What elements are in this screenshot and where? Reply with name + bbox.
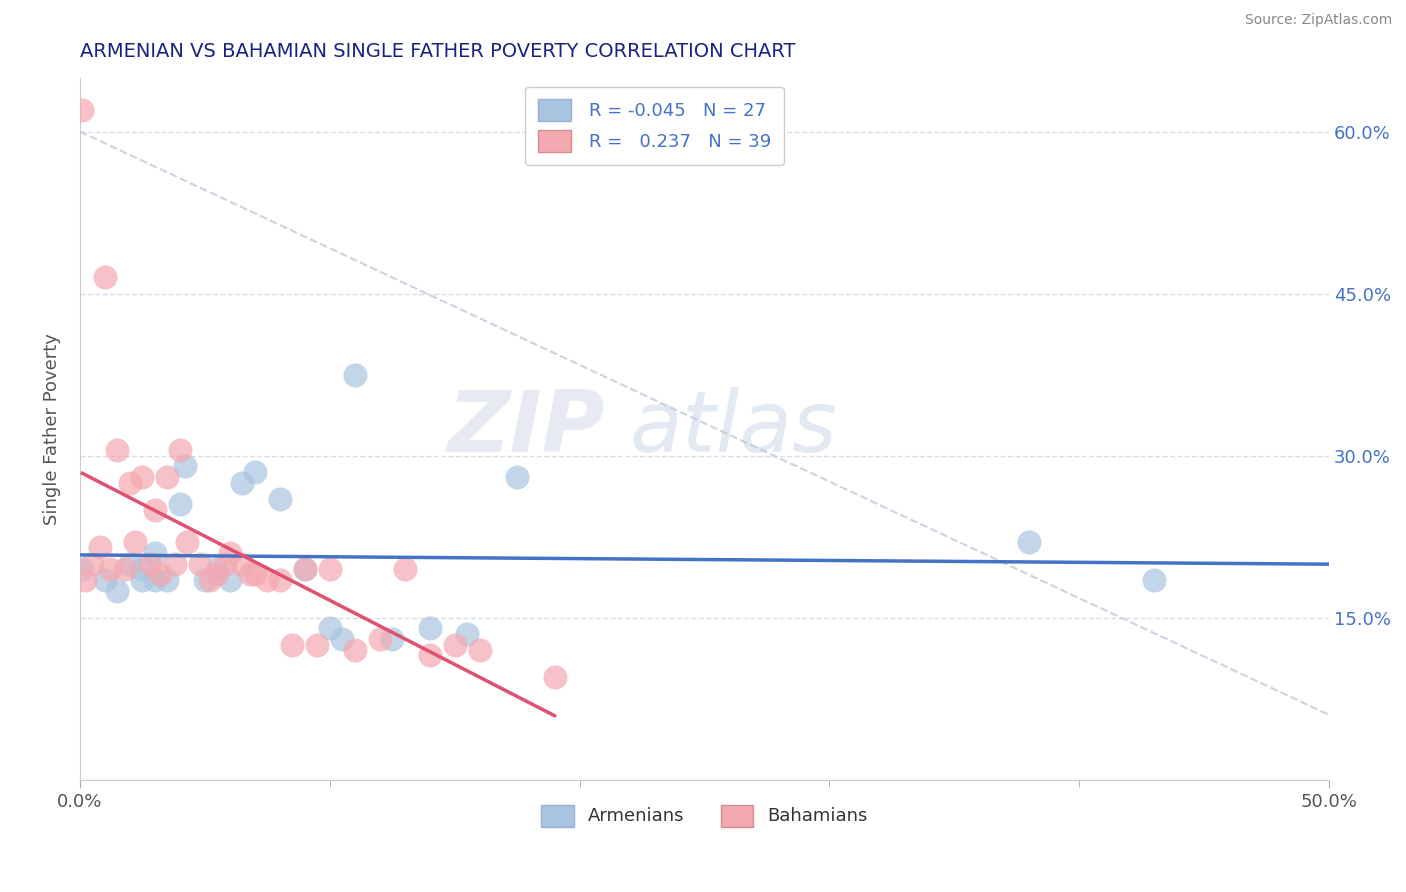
Point — [343, 368, 366, 382]
Point — [94, 270, 117, 285]
Point — [176, 535, 198, 549]
Point — [194, 573, 217, 587]
Point — [173, 459, 195, 474]
Point — [218, 546, 240, 560]
Y-axis label: Single Father Poverty: Single Father Poverty — [44, 333, 60, 524]
Point — [156, 470, 179, 484]
Point — [143, 502, 166, 516]
Point — [131, 573, 153, 587]
Point — [89, 541, 111, 555]
Point — [343, 643, 366, 657]
Point — [307, 638, 329, 652]
Point — [281, 638, 304, 652]
Point — [368, 632, 391, 647]
Point — [330, 632, 353, 647]
Point — [98, 562, 121, 576]
Point — [143, 573, 166, 587]
Point — [318, 562, 340, 576]
Point — [82, 557, 104, 571]
Point — [381, 632, 404, 647]
Point — [294, 562, 316, 576]
Legend: Armenians, Bahamians: Armenians, Bahamians — [534, 797, 875, 834]
Point — [169, 443, 191, 458]
Point — [72, 562, 94, 576]
Point — [198, 573, 221, 587]
Point — [294, 562, 316, 576]
Point — [243, 567, 266, 582]
Point — [419, 621, 441, 635]
Point — [105, 443, 128, 458]
Point — [207, 562, 229, 576]
Point — [456, 627, 478, 641]
Point — [419, 648, 441, 663]
Text: atlas: atlas — [630, 387, 838, 470]
Point — [139, 557, 162, 571]
Point — [207, 567, 229, 582]
Point — [243, 465, 266, 479]
Point — [188, 557, 211, 571]
Point — [239, 567, 262, 582]
Point — [256, 573, 278, 587]
Point — [218, 573, 240, 587]
Text: Source: ZipAtlas.com: Source: ZipAtlas.com — [1244, 13, 1392, 28]
Point — [269, 491, 291, 506]
Point — [131, 470, 153, 484]
Point — [543, 670, 565, 684]
Point — [73, 573, 96, 587]
Point — [163, 557, 186, 571]
Point — [114, 562, 136, 576]
Point — [156, 573, 179, 587]
Point — [149, 567, 172, 582]
Point — [468, 643, 491, 657]
Point — [118, 475, 141, 490]
Point — [231, 475, 253, 490]
Text: ZIP: ZIP — [447, 387, 605, 470]
Point — [169, 497, 191, 511]
Point — [124, 535, 146, 549]
Point — [443, 638, 465, 652]
Text: ARMENIAN VS BAHAMIAN SINGLE FATHER POVERTY CORRELATION CHART: ARMENIAN VS BAHAMIAN SINGLE FATHER POVER… — [80, 42, 796, 61]
Point — [231, 557, 253, 571]
Point — [143, 546, 166, 560]
Point — [318, 621, 340, 635]
Point — [1143, 573, 1166, 587]
Point — [105, 583, 128, 598]
Point — [506, 470, 529, 484]
Point — [394, 562, 416, 576]
Point — [214, 557, 236, 571]
Point — [131, 562, 153, 576]
Point — [118, 557, 141, 571]
Point — [269, 573, 291, 587]
Point — [72, 103, 94, 117]
Point — [94, 573, 117, 587]
Point — [1018, 535, 1040, 549]
